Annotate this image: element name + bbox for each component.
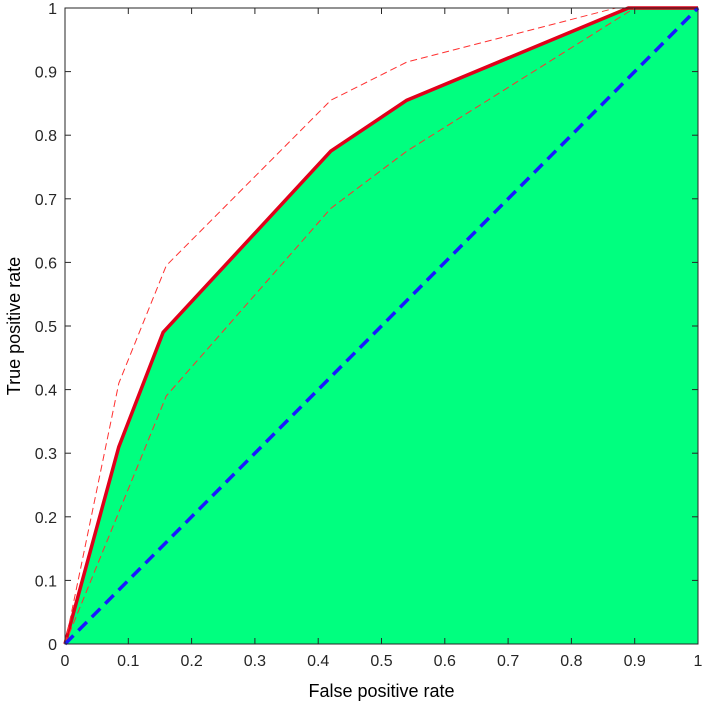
ticks-layer: 0 0.1 0.2 0.3 0.4 0.5 0.6 0.7 0.8 0.9 1 0 0.1 0.2 0.3 0… xyxy=(35,1,703,670)
chance-line xyxy=(63,6,700,646)
y-tick-label: 0.4 xyxy=(35,383,57,400)
x-tick-label: 0.2 xyxy=(180,653,202,670)
y-tick-label: 0.8 xyxy=(35,128,57,145)
y-tick-label: 0.7 xyxy=(35,192,57,209)
x-tick-label: 0.7 xyxy=(497,653,519,670)
x-tick-label: 0.5 xyxy=(370,653,392,670)
y-axis-title: True positive rate xyxy=(4,257,24,395)
y-tick-label: 0.1 xyxy=(35,573,57,590)
x-tick-label: 0.8 xyxy=(560,653,582,670)
x-tick-label: 0.9 xyxy=(624,653,646,670)
y-tick-label: 0.6 xyxy=(35,255,57,272)
x-tick-label: 1 xyxy=(694,653,703,670)
y-tick-label: 1 xyxy=(48,1,57,18)
x-tick-label: 0.4 xyxy=(307,653,329,670)
y-tick-label: 0 xyxy=(48,637,57,654)
x-tick-label: 0.1 xyxy=(117,653,139,670)
x-axis-title: False positive rate xyxy=(308,681,454,701)
y-tick-label: 0.2 xyxy=(35,510,57,527)
x-tick-label: 0.6 xyxy=(434,653,456,670)
x-tick-label: 0 xyxy=(61,653,70,670)
y-tick-label: 0.9 xyxy=(35,65,57,82)
y-tick-label: 0.5 xyxy=(35,319,57,336)
x-tick-label: 0.3 xyxy=(244,653,266,670)
y-tick-label: 0.3 xyxy=(35,446,57,463)
